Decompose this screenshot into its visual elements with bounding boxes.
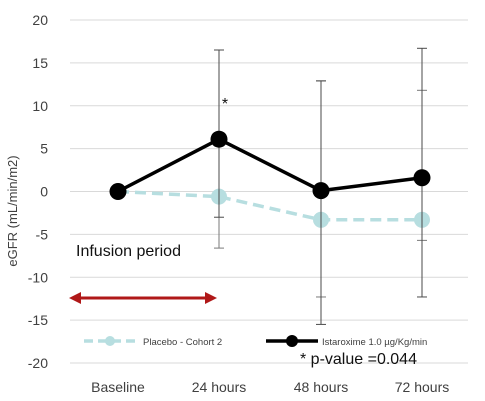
y-tick-label: 5: [40, 141, 48, 157]
legend-label-istaroxime: Istaroxime 1.0 µg/Kg/min: [322, 337, 427, 348]
y-tick-label: 20: [32, 12, 48, 28]
series-0: [110, 80, 430, 298]
series-layer: [109, 47, 431, 325]
x-tick-label: Baseline: [91, 379, 145, 395]
legend: Placebo - Cohort 2 Istaroxime 1.0 µg/Kg/…: [84, 335, 427, 348]
y-tick-label: 0: [40, 184, 48, 200]
data-point: [312, 182, 330, 200]
data-point: [109, 183, 127, 200]
series-line: [117, 137, 423, 194]
y-tick-label: -15: [28, 312, 48, 328]
x-tick-labels: Baseline 24 hours 48 hours 72 hours: [91, 379, 449, 395]
x-tick-label: 24 hours: [192, 379, 246, 395]
series-1: [109, 47, 431, 325]
data-point: [413, 169, 431, 187]
y-tick-label: 10: [32, 98, 48, 114]
y-tick-label: -10: [28, 269, 48, 285]
x-tick-label: 48 hours: [294, 379, 348, 395]
y-tick-label: -5: [36, 226, 49, 242]
legend-marker-istaroxime: [286, 335, 298, 347]
series-line: [117, 189, 422, 222]
legend-label-placebo: Placebo - Cohort 2: [143, 337, 222, 348]
y-axis-label: eGFR (mL/min/m2): [5, 155, 20, 266]
infusion-arrow: [69, 292, 217, 304]
p-value-label: * p-value =0.044: [300, 351, 417, 368]
gridlines: [70, 19, 468, 364]
legend-marker-placebo: [105, 336, 115, 346]
y-tick-labels: 20 15 10 5 0 -5 -10 -15 -20: [28, 12, 48, 371]
x-tick-label: 72 hours: [395, 379, 449, 395]
y-tick-label: 15: [32, 55, 48, 71]
y-tick-label: -20: [28, 355, 48, 371]
significance-marker: *: [222, 96, 228, 113]
infusion-period-label: Infusion period: [76, 243, 181, 260]
data-point: [210, 130, 228, 148]
